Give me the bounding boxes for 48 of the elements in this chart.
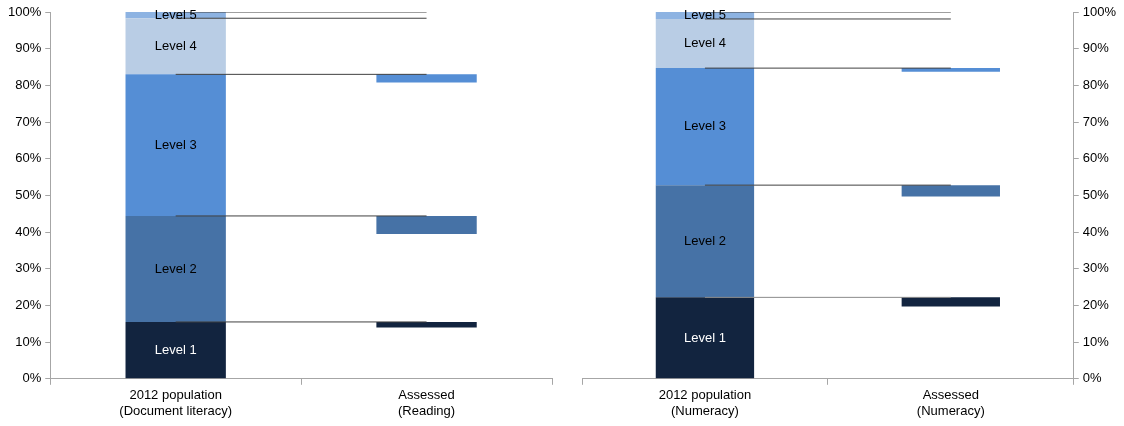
bar <box>901 185 1000 197</box>
bar <box>655 297 755 379</box>
x-tick-label: 2012 population (Numeracy) <box>658 387 752 418</box>
y-tick-label: 30% <box>15 260 42 276</box>
bar <box>655 68 755 186</box>
series-label: Level 1 <box>154 341 197 357</box>
y-tick-label: 10% <box>15 333 42 349</box>
y-tick-label: 60% <box>15 150 42 166</box>
x-tick-label: 2012 population (Document literacy) <box>119 387 233 418</box>
bar <box>655 185 755 298</box>
y-tick-label: 90% <box>15 40 42 56</box>
bar <box>125 321 226 379</box>
series-label: Level 3 <box>154 136 197 152</box>
y-tick-label: 70% <box>15 113 42 129</box>
bar <box>376 215 477 234</box>
series-label: Level 4 <box>154 37 197 53</box>
y2-tick-label: 10% <box>1082 333 1110 349</box>
series-label: Level 2 <box>683 232 726 248</box>
bar <box>125 18 226 75</box>
series-label: Level 5 <box>683 7 726 23</box>
series-label: Level 1 <box>683 329 726 345</box>
bar <box>376 74 477 83</box>
y2-tick-label: 50% <box>1082 186 1110 202</box>
y2-tick-label: 40% <box>1082 223 1110 239</box>
series-label: Level 5 <box>154 6 197 22</box>
x-tick-label: Assessed (Reading) <box>398 387 456 418</box>
series-label: Level 3 <box>683 118 726 134</box>
bar <box>655 18 755 69</box>
y2-tick-label: 100% <box>1082 3 1117 19</box>
bar <box>125 74 226 216</box>
bar <box>125 215 226 322</box>
y2-tick-label: 60% <box>1082 150 1110 166</box>
y2-tick-label: 70% <box>1082 113 1110 129</box>
y2-tick-label: 30% <box>1082 260 1110 276</box>
y2-tick-label: 80% <box>1082 76 1110 92</box>
y2-tick-label: 0% <box>1082 370 1102 386</box>
series-label: Level 4 <box>683 35 726 51</box>
y-tick-label: 50% <box>15 186 42 202</box>
x-tick-label: Assessed (Numeracy) <box>916 387 985 418</box>
y-tick-label: 100% <box>8 3 42 19</box>
bar <box>901 297 1000 307</box>
y-tick-label: 20% <box>15 297 42 313</box>
y2-tick-label: 20% <box>1082 297 1110 313</box>
y2-tick-label: 90% <box>1082 40 1110 56</box>
y-tick-label: 40% <box>15 223 42 239</box>
series-label: Level 2 <box>154 260 197 276</box>
y-tick-label: 80% <box>15 76 42 92</box>
y-tick-label: 0% <box>22 370 42 386</box>
